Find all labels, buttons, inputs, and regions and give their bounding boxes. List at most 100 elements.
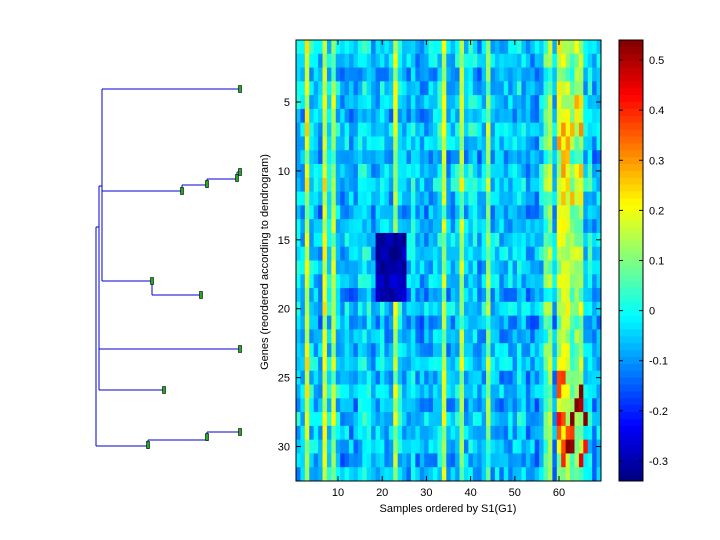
heatmap-cell [309, 370, 315, 385]
heatmap-cell [517, 398, 522, 413]
heatmap-cell [517, 164, 522, 179]
heatmap-cell [455, 177, 460, 192]
heatmap-cell [419, 40, 425, 55]
heatmap-cell [587, 164, 593, 179]
heatmap-cell [344, 370, 350, 385]
heatmap-cell [463, 453, 469, 468]
heatmap-cell [472, 150, 478, 165]
colorbar-swatch [619, 239, 643, 248]
heatmap-cell [486, 384, 491, 399]
heatmap-cell [335, 40, 341, 55]
heatmap-cell [296, 177, 301, 192]
heatmap-cell [419, 301, 425, 317]
heatmap-cell [375, 343, 381, 358]
heatmap-cell [340, 191, 346, 206]
heatmap-cell [437, 67, 443, 82]
heatmap-cell [547, 288, 553, 303]
heatmap-cell [309, 343, 315, 358]
heatmap-cell [304, 40, 310, 55]
heatmap-cell [477, 122, 483, 137]
heatmap-cell [371, 274, 376, 289]
heatmap-cell [468, 370, 474, 385]
heatmap-cell [406, 453, 412, 468]
heatmap-cell [472, 356, 478, 372]
heatmap-cell [433, 205, 438, 220]
heatmap-cell [472, 95, 478, 110]
colorbar [618, 39, 644, 482]
heatmap-cell [525, 246, 531, 261]
heatmap-cell [331, 232, 337, 248]
heatmap-cell [499, 467, 505, 482]
heatmap-cell [424, 439, 430, 454]
heatmap-cell [419, 219, 425, 234]
heatmap-cell [366, 453, 372, 468]
heatmap-cell [428, 67, 434, 82]
heatmap-cell [357, 232, 363, 248]
heatmap-cell [349, 122, 354, 137]
heatmap-cell [384, 95, 390, 110]
x-tick-label: 30 [420, 487, 432, 499]
heatmap-cell [490, 453, 496, 468]
heatmap-cell [459, 191, 465, 206]
heatmap-cell [309, 288, 315, 303]
heatmap-cell [587, 219, 593, 234]
heatmap-cell [335, 150, 341, 165]
heatmap-cell [459, 205, 465, 220]
heatmap-cell [530, 467, 536, 482]
heatmap-cell [494, 177, 500, 192]
heatmap-cell [357, 191, 363, 206]
heatmap-cell [587, 95, 593, 110]
heatmap-cell [486, 453, 491, 468]
colorbar-swatch [619, 301, 643, 310]
heatmap-cell [508, 191, 513, 206]
heatmap-cell [313, 260, 319, 275]
heatmap-cell [477, 412, 483, 427]
heatmap-cell [512, 95, 518, 110]
heatmap-cell [565, 329, 571, 344]
heatmap-cell [499, 356, 505, 372]
heatmap-cell [437, 108, 443, 124]
heatmap-cell [521, 274, 527, 289]
heatmap-cell [402, 67, 407, 82]
heatmap-cell [437, 122, 443, 137]
heatmap-cell [583, 412, 589, 427]
heatmap-cell [428, 191, 434, 206]
heatmap-cell [552, 370, 558, 385]
heatmap-cell [415, 191, 421, 206]
heatmap-cell [543, 315, 549, 330]
heatmap-cell [570, 274, 575, 289]
heatmap-cell [353, 95, 359, 110]
heatmap-cell [490, 467, 496, 482]
heatmap-cell [406, 136, 412, 151]
heatmap-cell [402, 467, 407, 482]
heatmap-cell [313, 467, 319, 482]
heatmap-cell [561, 40, 567, 55]
heatmap-cell [371, 467, 376, 482]
heatmap-cell [331, 246, 337, 261]
colorbar-swatch [619, 74, 643, 82]
heatmap-cell [539, 191, 544, 206]
heatmap-cell [561, 467, 567, 482]
heatmap-cell [349, 398, 354, 413]
heatmap-cell [570, 95, 575, 110]
heatmap-cell [366, 136, 372, 151]
heatmap-cell [459, 274, 465, 289]
heatmap-cell [424, 81, 430, 96]
heatmap-cell [353, 467, 359, 482]
heatmap-cell [517, 232, 522, 248]
heatmap-cell [353, 274, 359, 289]
heatmap-cell [517, 439, 522, 454]
heatmap-cell [455, 439, 460, 454]
heatmap-cell [494, 384, 500, 399]
heatmap-cell [388, 274, 394, 289]
heatmap-cell [402, 370, 407, 385]
heatmap-cell [472, 232, 478, 248]
heatmap-cell [543, 453, 549, 468]
heatmap-cell [468, 108, 474, 124]
heatmap-cell [592, 164, 597, 179]
heatmap-cell [371, 439, 376, 454]
heatmap-cell [335, 301, 341, 317]
heatmap-cell [468, 95, 474, 110]
heatmap-cell [477, 274, 483, 289]
heatmap-cell [433, 384, 438, 399]
